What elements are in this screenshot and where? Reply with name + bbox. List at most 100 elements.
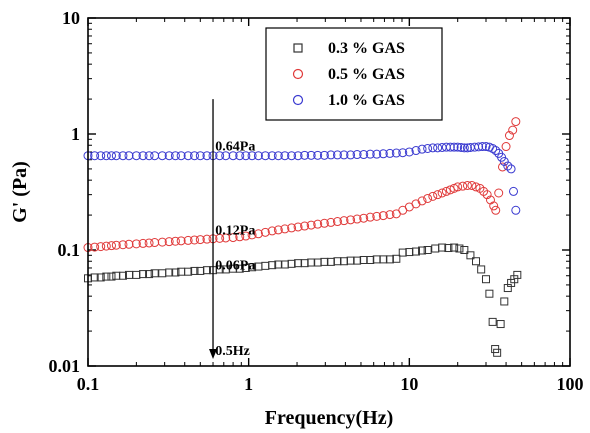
data-point <box>366 255 375 264</box>
data-point <box>378 149 388 159</box>
data-point <box>450 243 459 252</box>
data-point <box>300 221 310 231</box>
data-point <box>90 151 100 161</box>
data-point <box>260 151 270 161</box>
data-point <box>235 151 245 161</box>
data-point <box>481 142 491 152</box>
data-point <box>460 246 469 254</box>
data-point <box>202 266 211 275</box>
data-point <box>164 151 174 161</box>
data-point <box>183 151 193 161</box>
x-tick-label: 10 <box>400 374 418 394</box>
data-point <box>313 258 322 267</box>
data-point <box>102 272 111 281</box>
data-point <box>509 186 519 196</box>
data-point <box>241 263 250 272</box>
data-point <box>247 230 257 240</box>
y-tick-label: 0.01 <box>49 356 81 376</box>
data-point <box>287 223 297 233</box>
data-point <box>150 238 160 248</box>
data-point <box>90 242 100 252</box>
annotations: 0.64Pa 0.12Pa 0.06Pa 0.5Hz <box>209 99 255 359</box>
data-point <box>339 216 349 226</box>
data-point <box>346 150 356 160</box>
data-point <box>228 151 238 161</box>
data-point <box>313 219 323 229</box>
data-point <box>433 190 443 200</box>
data-point <box>273 151 283 161</box>
data-point <box>418 246 427 255</box>
data-point <box>138 238 148 248</box>
data-point <box>405 248 414 257</box>
data-point <box>144 238 154 248</box>
data-point <box>260 227 270 237</box>
data-point <box>132 270 141 279</box>
data-point <box>474 142 484 152</box>
data-point <box>411 199 421 209</box>
data-point <box>511 205 521 215</box>
data-point <box>287 259 296 268</box>
data-point <box>438 243 447 252</box>
data-point <box>247 151 257 161</box>
data-point <box>491 205 501 215</box>
data-point <box>189 235 199 245</box>
data-point <box>441 186 451 196</box>
data-point <box>241 151 251 161</box>
data-point <box>423 193 433 203</box>
data-point <box>268 261 277 270</box>
data-point <box>503 161 513 171</box>
data-point <box>326 150 336 160</box>
data-point <box>202 234 212 244</box>
data-point <box>139 270 148 279</box>
data-point <box>253 229 263 239</box>
data-point <box>489 201 499 211</box>
data-point <box>500 297 509 306</box>
data-point <box>497 162 507 172</box>
data-point <box>96 273 105 282</box>
data-point <box>300 150 310 160</box>
data-point <box>164 237 174 247</box>
data-point <box>118 151 128 161</box>
data-point <box>511 117 521 127</box>
data-point <box>417 196 427 206</box>
data-point <box>106 241 116 251</box>
data-point <box>221 151 231 161</box>
series-2 <box>83 117 521 253</box>
data-point <box>215 151 225 161</box>
data-point <box>437 188 447 198</box>
data-point <box>359 150 369 160</box>
series-3 <box>83 142 521 215</box>
data-point <box>170 236 180 246</box>
data-point <box>333 257 342 266</box>
data-point <box>267 151 277 161</box>
y-tick-label: 1 <box>71 124 80 144</box>
data-point <box>365 149 375 159</box>
legend-marker <box>292 94 304 106</box>
data-point <box>248 263 257 272</box>
data-point <box>379 255 388 264</box>
data-point <box>339 150 349 160</box>
x-tick-labels: 0.1 1 10 100 <box>77 374 584 394</box>
data-point <box>90 273 99 282</box>
data-point <box>485 289 494 298</box>
plot-frame <box>87 17 571 367</box>
data-point <box>455 244 464 253</box>
data-point <box>417 144 427 154</box>
data-point <box>428 143 438 153</box>
legend-label: 0.3 % GAS <box>328 40 405 57</box>
data-point <box>453 142 463 152</box>
data-point <box>118 271 127 280</box>
data-point <box>506 164 516 174</box>
data-point <box>501 142 511 152</box>
data-point <box>462 143 472 153</box>
data-point <box>241 231 251 241</box>
data-point <box>150 269 159 278</box>
data-point <box>352 214 362 224</box>
data-point <box>481 275 490 284</box>
data-point <box>235 232 245 242</box>
data-point <box>411 146 421 156</box>
data-point <box>124 239 134 249</box>
y-axis-title: G' (Pa) <box>9 161 31 223</box>
data-point <box>170 151 180 161</box>
arrow-head <box>209 348 218 359</box>
